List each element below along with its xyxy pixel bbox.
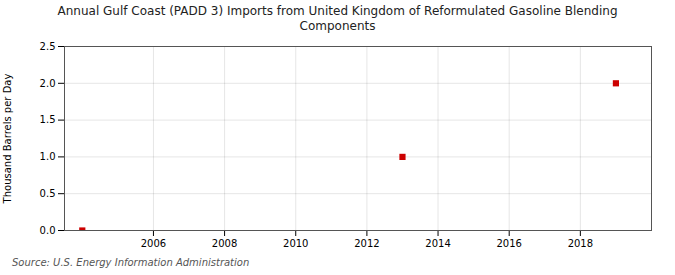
html-text:Annual Gulf Coast (PADD 3) Imp: Annual Gulf Coast (PADD 3) Imports from …: [57, 4, 618, 33]
svg-text:2010: 2010: [283, 238, 308, 249]
html-text:Source: U.S. Energy Informatio: Source: U.S. Energy Information Administ…: [12, 257, 250, 268]
svg-text:2.0: 2.0: [40, 78, 56, 89]
svg-text:0.0: 0.0: [40, 225, 56, 236]
svg-text:2006: 2006: [141, 238, 166, 249]
svg-text:2008: 2008: [212, 238, 237, 249]
svg-text:Thousand Barrels per Day: Thousand Barrels per Day: [2, 74, 13, 205]
svg-text:2012: 2012: [354, 238, 379, 249]
svg-text:2016: 2016: [496, 238, 521, 249]
svg-text:1.5: 1.5: [40, 114, 56, 125]
svg-text:2018: 2018: [568, 238, 593, 249]
svg-text:2014: 2014: [425, 238, 450, 249]
svg-text:0.5: 0.5: [40, 188, 56, 199]
svg-text:1.0: 1.0: [40, 151, 56, 162]
svg-text:2.5: 2.5: [40, 41, 56, 52]
